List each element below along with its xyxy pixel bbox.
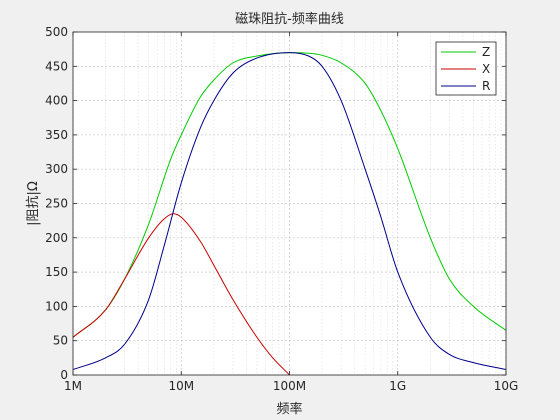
y-tick-label: 200: [45, 231, 68, 245]
x-tick-label: 1G: [389, 379, 406, 393]
axis-ticks: 1M 10M 100M 1G 10G 0 50 100 150 200 250 300 350 400 45…: [45, 25, 518, 393]
y-tick-label: 450: [45, 59, 68, 73]
y-tick-label: 150: [45, 265, 68, 279]
legend-label-r: R: [482, 79, 490, 93]
legend-label-z: Z: [482, 45, 490, 59]
y-tick-label: 350: [45, 128, 68, 142]
series-line-r: [72, 52, 507, 370]
y-tick-label: 50: [53, 334, 68, 348]
x-tick-label: 1M: [64, 379, 82, 393]
series-line-x: [72, 213, 290, 376]
legend: ZXR: [435, 41, 497, 96]
y-tick-label: 100: [45, 299, 68, 313]
x-tick-label: 10G: [494, 379, 519, 393]
legend-label-x: X: [482, 62, 490, 76]
y-tick-label: 0: [60, 368, 68, 382]
chart-title: 磁珠阻抗-频率曲线: [235, 11, 344, 27]
y-axis-label: |阻抗|Ω: [26, 181, 41, 226]
y-tick-label: 300: [45, 162, 68, 176]
x-tick-label: 10M: [168, 379, 194, 393]
y-tick-label: 250: [45, 197, 68, 211]
x-axis-label: 频率: [276, 401, 302, 417]
x-tick-label: 100M: [273, 379, 306, 393]
y-tick-label: 400: [45, 94, 68, 108]
y-tick-label: 500: [45, 25, 68, 39]
series-layer: [72, 52, 507, 376]
